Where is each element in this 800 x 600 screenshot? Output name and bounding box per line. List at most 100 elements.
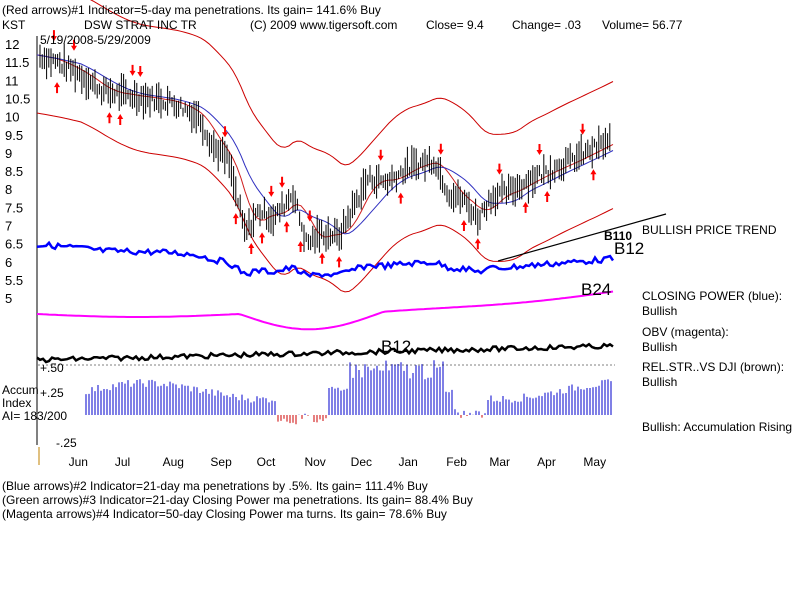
relstr-line	[36, 342, 614, 364]
relstr-status: Bullish	[642, 375, 678, 389]
sell-arrow	[377, 149, 384, 161]
y-tick-label: 10	[5, 110, 19, 125]
stock-name: DSW STRAT INC TR	[84, 18, 197, 32]
x-tick-label: Apr	[537, 455, 556, 469]
x-tick-labels: Jun Jul Aug Sep Oct Nov Dec Jan Feb Mar Apr May	[69, 455, 606, 469]
close-value: Close= 9.4	[426, 18, 484, 32]
x-tick-label: Jan	[398, 455, 417, 469]
plus25-label: +.25	[40, 386, 64, 400]
b110-signal-label: B110	[604, 229, 633, 243]
sell-arrow	[222, 126, 229, 138]
copyright-label: (C) 2009 www.tigersoft.com	[250, 18, 398, 32]
bullish-trend-line	[497, 213, 667, 262]
sell-arrow	[129, 64, 136, 76]
b24-signal-label: B24	[581, 280, 612, 299]
x-tick-label: Oct	[257, 455, 276, 469]
buy-arrow	[297, 241, 304, 253]
x-tick-label: Feb	[446, 455, 467, 469]
y-tick-label: 8.5	[5, 164, 23, 179]
indicator-1-label: (Red arrows)#1 Indicator=5-day ma penetr…	[2, 3, 381, 17]
closing-power-line	[36, 240, 615, 279]
buy-arrow	[522, 201, 529, 213]
signal-arrows	[50, 30, 597, 268]
b12-cp-signal-label: B12	[381, 337, 412, 356]
x-tick-label: Jul	[115, 455, 130, 469]
sell-arrow	[50, 30, 57, 42]
y-tick-label: 12	[5, 37, 19, 52]
closing-power-status: Bullish	[642, 304, 678, 318]
index-title: Index	[2, 396, 32, 410]
bullish-price-trend-label: BULLISH PRICE TREND	[642, 223, 777, 237]
y-tick-label: 9.5	[5, 128, 23, 143]
y-tick-label: 5.5	[5, 273, 23, 288]
plus50-label: +.50	[40, 361, 64, 375]
indicator-2-label: (Blue arrows)#2 Indicator=21-day ma pene…	[2, 479, 428, 493]
minus25-label: -.25	[56, 436, 77, 450]
closing-power-label: CLOSING POWER (blue):	[642, 289, 783, 303]
relstr-label: REL.STR..VS DJI (brown):	[642, 360, 785, 374]
indicator-4-label: (Magenta arrows)#4 Indicator=50-day Clos…	[2, 507, 447, 521]
change-value: Change= .03	[512, 18, 582, 32]
accum-index-bars	[38, 360, 615, 425]
indicator-3-label: (Green arrows)#3 Indicator=21-day Closin…	[2, 493, 473, 507]
chart-frame	[36, 36, 40, 465]
y-tick-label: 6.5	[5, 237, 23, 252]
y-tick-label: 11	[5, 73, 19, 88]
buy-arrow	[259, 232, 266, 244]
obv-series	[36, 290, 614, 331]
sell-arrow	[496, 163, 503, 175]
sell-arrow	[579, 123, 586, 135]
y-tick-labels: 12 11.5 11 10.5 10 9.5 9 8.5 8 7.5 7 6.5 6 5.5 5	[5, 37, 30, 306]
x-tick-label: Aug	[163, 455, 184, 469]
upper-band-line	[90, 0, 614, 166]
buy-arrow	[336, 256, 343, 268]
buy-arrow	[319, 252, 326, 264]
accum-status: Bullish: Accumulation Rising	[642, 420, 793, 434]
accum-title: Accum	[2, 383, 39, 397]
x-tick-label: Sep	[210, 455, 232, 469]
buy-arrow	[106, 112, 113, 124]
buy-arrow	[232, 213, 239, 225]
y-tick-label: 9	[5, 146, 12, 161]
date-range: 5/19/2008-5/29/2009	[40, 33, 151, 47]
y-tick-label: 5	[5, 291, 12, 306]
ma-50-line	[36, 54, 614, 235]
y-tick-label: 6	[5, 255, 12, 270]
x-tick-label: Jun	[69, 455, 88, 469]
volume-value: Volume= 56.77	[602, 18, 683, 32]
x-tick-label: Mar	[489, 455, 510, 469]
obv-label: OBV (magenta):	[642, 325, 729, 339]
ticker-label: KST	[2, 18, 26, 32]
buy-arrow	[117, 114, 124, 126]
buy-arrow	[590, 169, 597, 181]
obv-line	[36, 290, 614, 331]
relstr-series	[36, 342, 614, 364]
sell-arrow	[70, 39, 77, 51]
buy-arrow	[544, 191, 551, 203]
y-tick-label: 11.5	[5, 55, 29, 70]
y-tick-label: 10.5	[5, 91, 30, 106]
buy-arrow	[54, 82, 61, 94]
sell-arrow	[137, 65, 144, 77]
x-tick-label: Dec	[351, 455, 372, 469]
sell-arrow	[306, 210, 313, 222]
buy-arrow	[248, 243, 255, 255]
y-tick-label: 7	[5, 219, 12, 234]
closing-power-series	[36, 240, 615, 279]
sell-arrow	[279, 176, 286, 188]
trend-line	[497, 213, 667, 262]
ai-value: AI= 183/200	[2, 409, 68, 423]
sell-arrow	[437, 143, 444, 155]
x-tick-label: Nov	[304, 455, 325, 469]
sell-arrow	[268, 185, 275, 197]
buy-arrow	[283, 221, 290, 233]
lower-band-line	[36, 112, 614, 293]
x-tick-label: May	[583, 455, 606, 469]
y-tick-label: 7.5	[5, 200, 23, 215]
sell-arrow	[536, 143, 543, 155]
y-tick-label: 8	[5, 182, 12, 197]
buy-arrow	[397, 192, 404, 204]
obv-status: Bullish	[642, 340, 678, 354]
b12-signal-label: B12	[614, 239, 645, 258]
